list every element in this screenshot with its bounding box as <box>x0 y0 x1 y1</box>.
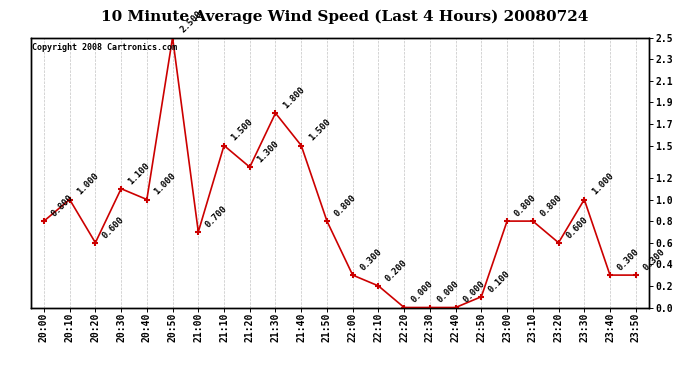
Text: Copyright 2008 Cartronics.com: Copyright 2008 Cartronics.com <box>32 43 177 52</box>
Text: 10 Minute Average Wind Speed (Last 4 Hours) 20080724: 10 Minute Average Wind Speed (Last 4 Hou… <box>101 9 589 24</box>
Text: 0.100: 0.100 <box>487 268 512 294</box>
Text: 0.300: 0.300 <box>358 247 384 272</box>
Text: 0.800: 0.800 <box>513 193 538 218</box>
Text: 1.000: 1.000 <box>590 171 615 197</box>
Text: 1.000: 1.000 <box>152 171 178 197</box>
Text: 1.500: 1.500 <box>307 117 332 143</box>
Text: 0.300: 0.300 <box>615 247 641 272</box>
Text: 0.300: 0.300 <box>641 247 667 272</box>
Text: 0.000: 0.000 <box>435 279 461 305</box>
Text: 0.700: 0.700 <box>204 204 229 229</box>
Text: 1.100: 1.100 <box>127 160 152 186</box>
Text: 0.800: 0.800 <box>50 193 75 218</box>
Text: 1.800: 1.800 <box>281 85 306 110</box>
Text: 0.600: 0.600 <box>564 214 589 240</box>
Text: 0.000: 0.000 <box>461 279 486 305</box>
Text: 0.200: 0.200 <box>384 258 409 283</box>
Text: 1.000: 1.000 <box>75 171 101 197</box>
Text: 1.300: 1.300 <box>255 139 281 164</box>
Text: 0.800: 0.800 <box>333 193 358 218</box>
Text: 1.500: 1.500 <box>230 117 255 143</box>
Text: 2.500: 2.500 <box>178 9 204 35</box>
Text: 0.800: 0.800 <box>538 193 564 218</box>
Text: 0.000: 0.000 <box>410 279 435 305</box>
Text: 0.600: 0.600 <box>101 214 126 240</box>
